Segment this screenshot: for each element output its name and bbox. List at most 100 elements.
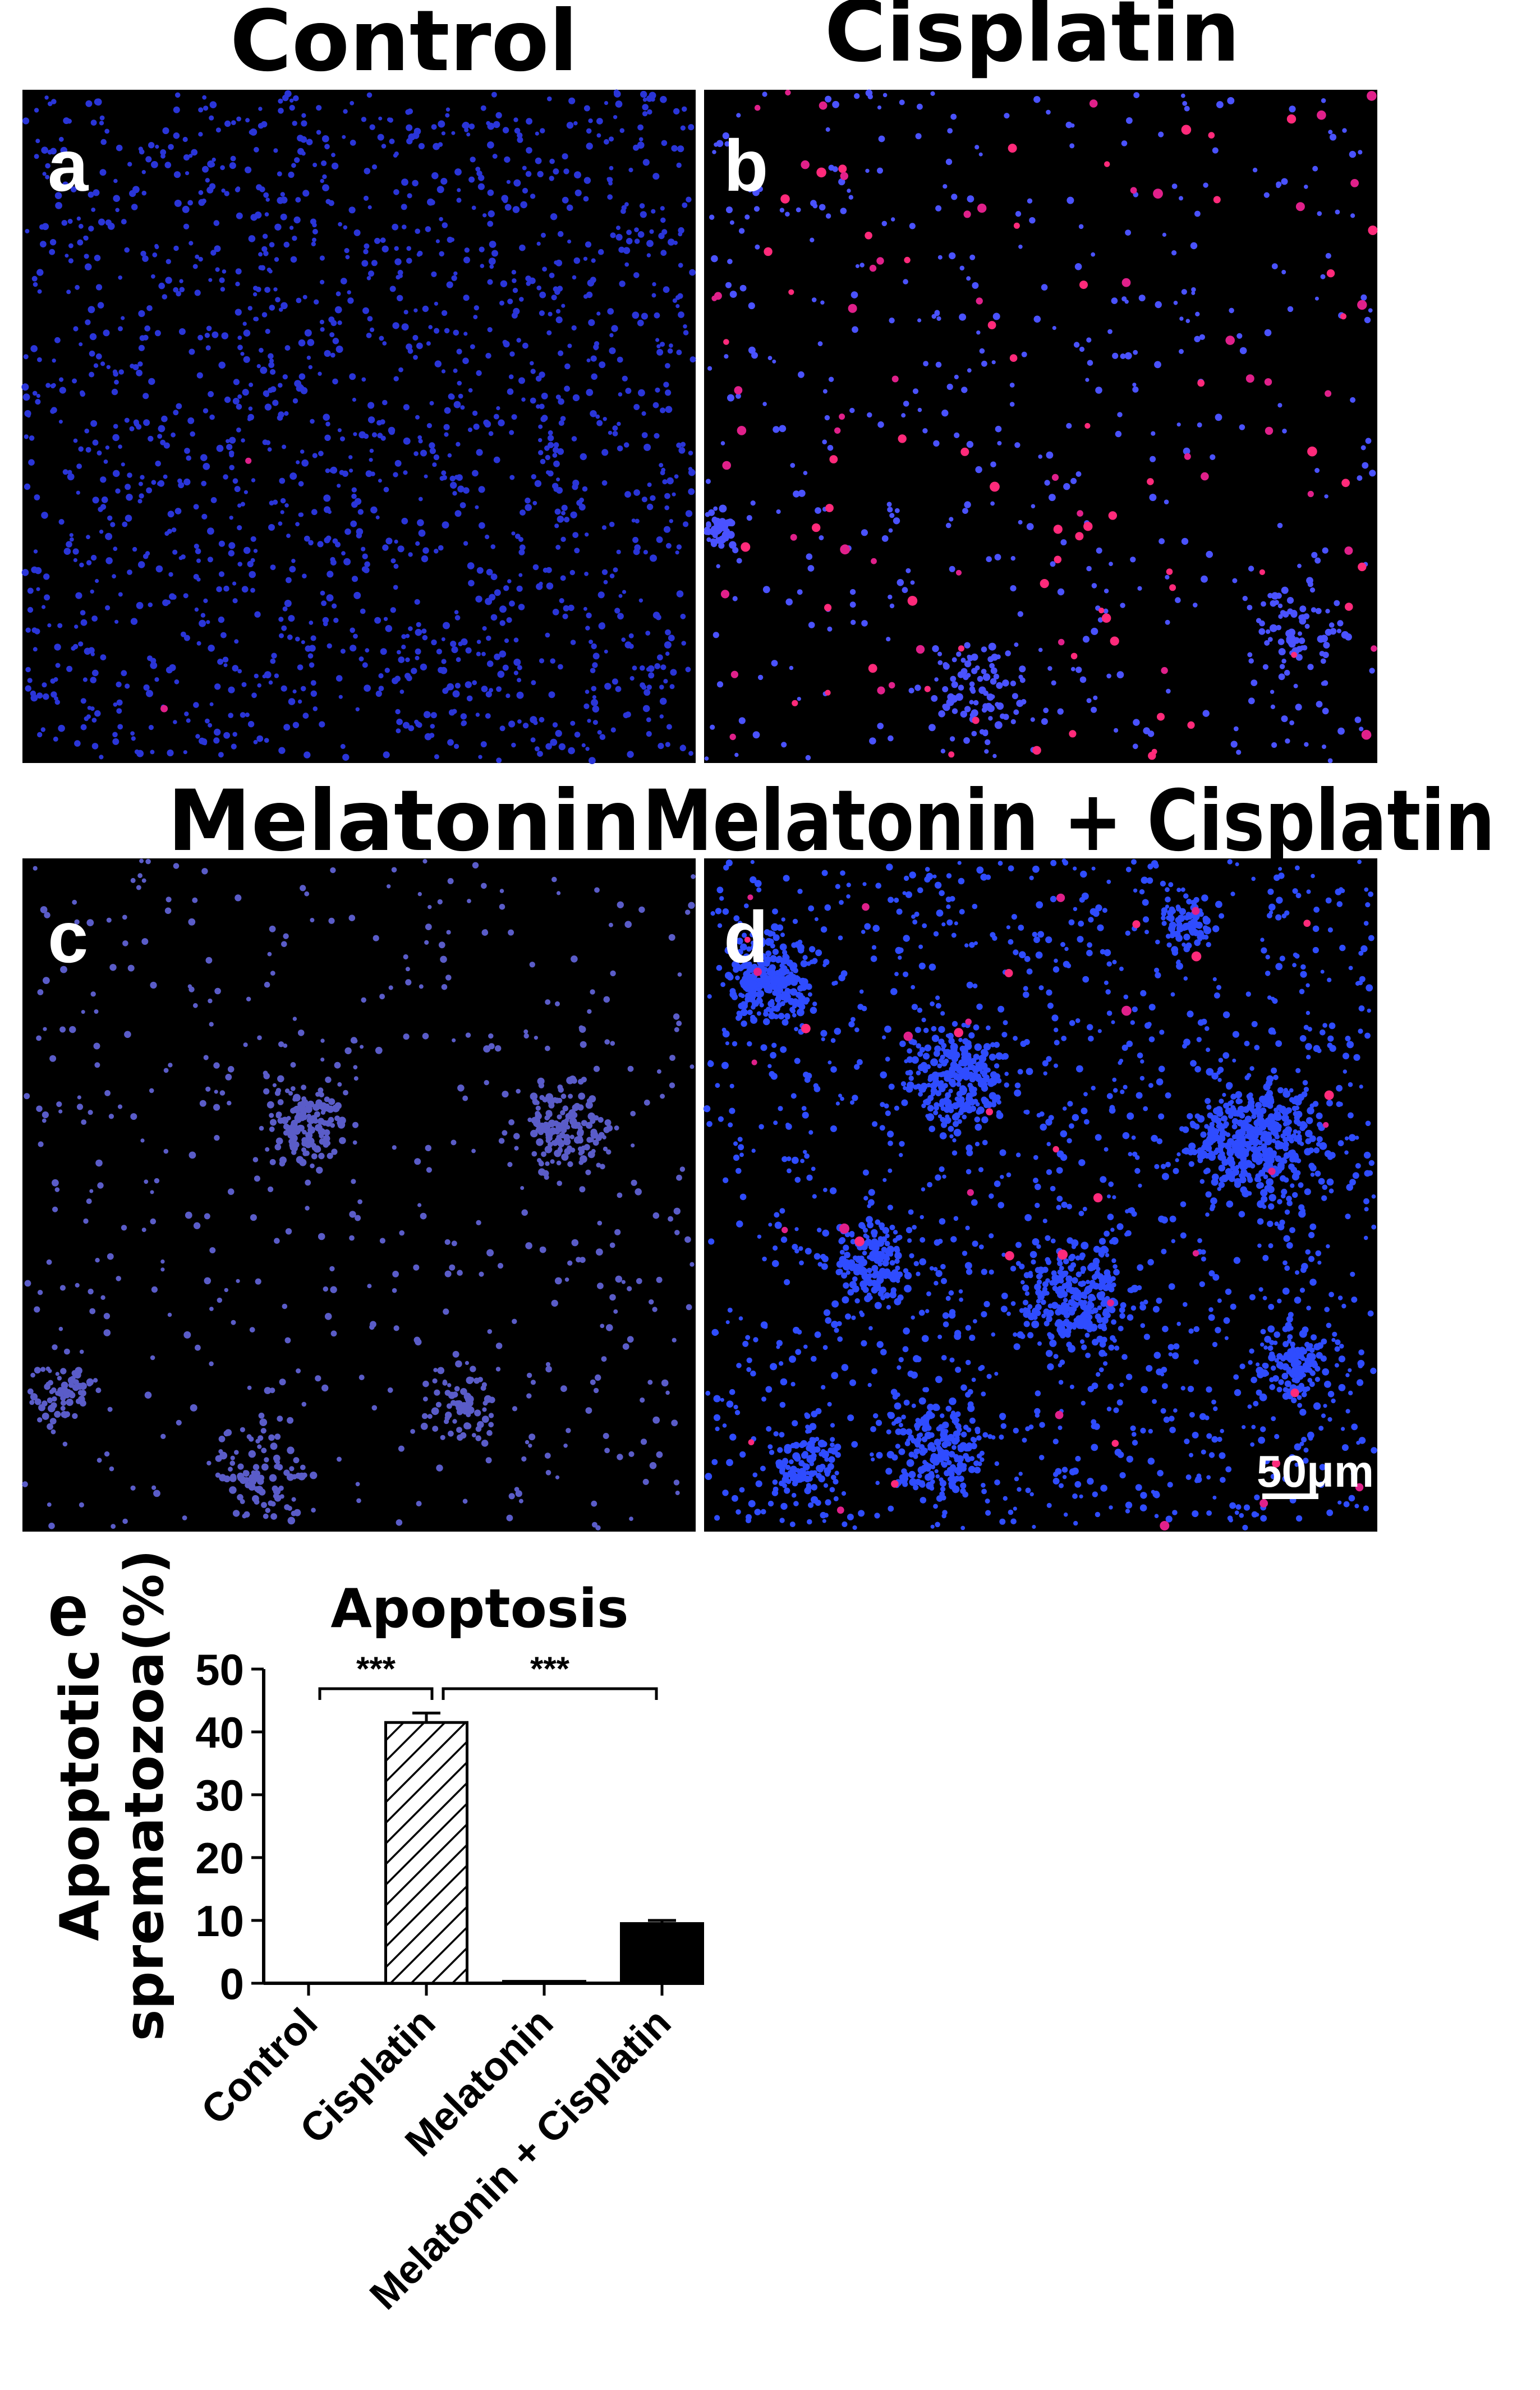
cell-dot xyxy=(650,554,657,562)
cell-dot xyxy=(1141,876,1148,884)
cell-dot xyxy=(1261,947,1267,954)
cell-dot xyxy=(665,1390,670,1395)
cell-dot xyxy=(1112,1195,1116,1199)
cell-dot xyxy=(495,1367,501,1372)
cell-dot xyxy=(486,121,491,126)
cell-dot xyxy=(627,1286,632,1291)
cell-dot xyxy=(1233,726,1239,732)
cell-dot xyxy=(824,415,830,421)
cell-dot xyxy=(509,351,515,357)
cell-dot xyxy=(1282,429,1287,434)
cell-dot xyxy=(138,344,145,351)
cell-dot xyxy=(804,1153,810,1159)
cell-dot xyxy=(823,1309,831,1316)
cell-dot xyxy=(676,544,682,550)
cell-dot xyxy=(574,732,581,738)
cell-dot xyxy=(733,1404,738,1410)
cell-dot xyxy=(531,474,536,480)
cell-dot xyxy=(726,518,734,527)
cell-dot xyxy=(261,1463,269,1471)
cell-dot xyxy=(1282,1260,1288,1266)
cell-dot xyxy=(502,1130,508,1136)
cell-dot xyxy=(1289,720,1295,725)
cell-dot xyxy=(337,428,342,433)
cell-dot xyxy=(652,1307,658,1312)
cell-dot xyxy=(715,1083,720,1088)
cell-dot xyxy=(476,567,484,574)
cell-dot xyxy=(898,1357,904,1363)
cell-dot xyxy=(810,237,815,242)
cell-dot xyxy=(1121,140,1128,146)
cell-dot xyxy=(448,1391,456,1399)
cell-dot xyxy=(559,598,564,604)
cell-dot xyxy=(734,386,743,394)
cell-dot xyxy=(364,684,371,692)
cell-dot xyxy=(113,702,118,707)
cell-dot xyxy=(65,1389,71,1395)
cell-dot xyxy=(1050,1185,1056,1192)
cell-dot xyxy=(1213,1406,1218,1412)
cell-dot xyxy=(824,604,832,612)
cell-dot xyxy=(982,673,991,681)
cell-dot xyxy=(236,212,243,219)
cell-dot xyxy=(867,412,872,418)
cell-dot xyxy=(232,665,238,672)
cell-dot xyxy=(545,1362,551,1367)
cell-dot xyxy=(1132,383,1137,387)
cell-dot xyxy=(76,490,80,495)
cell-dot xyxy=(1137,1264,1144,1271)
cell-dot xyxy=(173,410,179,416)
cell-dot xyxy=(95,353,102,360)
cell-dot xyxy=(663,382,669,388)
cell-dot xyxy=(36,587,40,591)
cell-dot xyxy=(1159,538,1165,545)
cell-dot xyxy=(778,1013,785,1020)
cell-dot xyxy=(312,228,318,235)
cell-dot xyxy=(337,1120,343,1126)
cell-dot xyxy=(97,302,104,309)
cell-dot xyxy=(101,496,108,503)
cell-dot xyxy=(857,1004,864,1010)
cell-dot xyxy=(1299,605,1307,613)
cell-dot xyxy=(507,298,513,305)
cell-dot xyxy=(676,1021,682,1027)
cell-dot xyxy=(214,1134,220,1141)
cell-dot xyxy=(258,252,263,257)
cell-dot xyxy=(738,1144,744,1151)
cell-dot xyxy=(545,1110,553,1117)
cell-dot xyxy=(1015,1242,1022,1248)
cell-dot xyxy=(887,1205,893,1211)
cell-dot xyxy=(803,1072,810,1078)
cell-dot xyxy=(60,1405,66,1411)
cell-dot xyxy=(412,180,419,187)
cell-dot xyxy=(213,1062,220,1069)
cell-dot xyxy=(721,1061,729,1069)
cell-dot xyxy=(234,639,239,644)
cell-dot xyxy=(578,1025,584,1031)
cell-dot xyxy=(322,184,329,191)
cell-dot xyxy=(827,445,834,451)
cell-dot xyxy=(908,687,914,693)
cell-dot xyxy=(535,131,539,136)
cell-dot xyxy=(759,1003,764,1008)
cell-dot xyxy=(1327,1417,1332,1422)
cell-dot xyxy=(1010,556,1016,561)
cell-dot xyxy=(247,306,252,311)
cell-dot xyxy=(358,1375,365,1381)
cell-dot xyxy=(1208,1314,1215,1321)
cell-dot xyxy=(311,1507,316,1513)
cell-dot xyxy=(557,231,564,237)
cell-dot xyxy=(994,1461,1000,1466)
cell-dot xyxy=(1299,989,1305,995)
cell-dot xyxy=(1117,1451,1124,1458)
cell-dot xyxy=(664,505,669,511)
cell-dot xyxy=(226,444,233,451)
cell-dot xyxy=(405,967,410,972)
cell-dot xyxy=(779,208,785,213)
cell-dot xyxy=(360,608,366,614)
cell-dot xyxy=(643,1099,650,1106)
cell-dot xyxy=(321,1107,327,1113)
cell-dot xyxy=(54,644,61,651)
cell-dot xyxy=(1019,951,1026,958)
cell-dot xyxy=(210,497,217,503)
